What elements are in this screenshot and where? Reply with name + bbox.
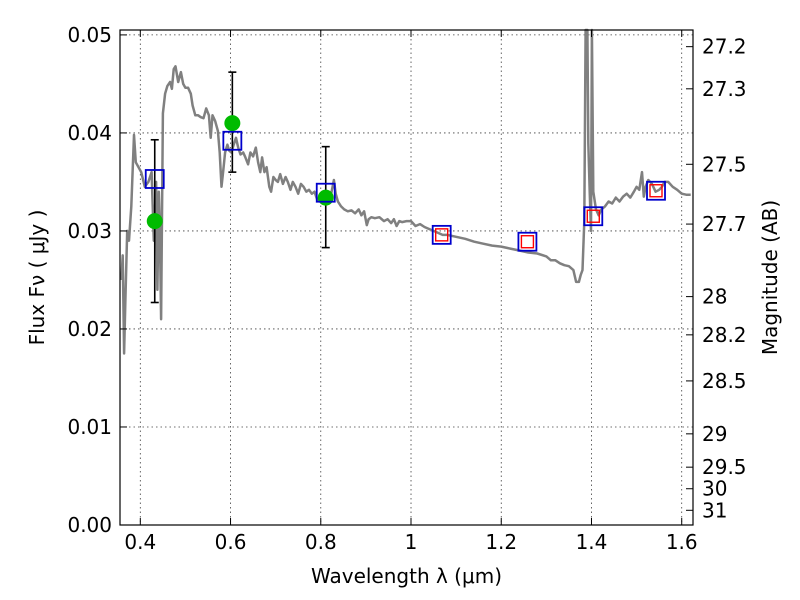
y-tick-label: 0.01 bbox=[67, 415, 112, 439]
model-band-square bbox=[315, 182, 336, 203]
model-band-square bbox=[646, 180, 666, 201]
right-tick-label: 27.2 bbox=[702, 35, 747, 59]
x-tick-label: 1.4 bbox=[576, 530, 608, 554]
y-tick-label: 0.02 bbox=[67, 317, 112, 341]
observed-square bbox=[649, 184, 663, 198]
right-tick-label: 27.5 bbox=[702, 152, 747, 176]
grid-lines bbox=[120, 30, 693, 526]
model-spectrum-line bbox=[120, 28, 691, 355]
x-axis-label: Wavelength λ (μm) bbox=[311, 564, 502, 588]
observed-square bbox=[586, 209, 600, 223]
observed-point bbox=[224, 115, 241, 132]
right-tick-label: 29 bbox=[702, 422, 727, 446]
model-band-square bbox=[583, 206, 604, 227]
y-tick-label: 0.03 bbox=[67, 219, 112, 243]
y-axis-label: Flux Fν ( μJy ) bbox=[25, 210, 49, 346]
y-tick-label: 0.05 bbox=[67, 23, 112, 47]
right-tick-label: 31 bbox=[702, 498, 727, 522]
right-tick-label: 28 bbox=[702, 285, 727, 309]
model-band-square bbox=[431, 224, 452, 245]
right-tick-label: 30 bbox=[702, 477, 727, 501]
right-tick-label: 28.5 bbox=[702, 369, 747, 393]
right-tick-label: 28.2 bbox=[702, 323, 747, 347]
model-band-square bbox=[144, 169, 165, 189]
x-tick-label: 0.8 bbox=[305, 530, 337, 554]
band-squares-series bbox=[144, 130, 666, 252]
x-tick-label: 1 bbox=[405, 530, 418, 554]
x-tick-label: 1.6 bbox=[666, 530, 698, 554]
model-band-square bbox=[222, 130, 243, 151]
right-tick-label: 27.3 bbox=[702, 77, 747, 101]
y-tick-label: 0.00 bbox=[67, 513, 112, 537]
observed-point bbox=[317, 189, 334, 206]
observed-square bbox=[520, 235, 535, 249]
right-tick-label: 29.5 bbox=[702, 455, 747, 479]
x-tick-label: 1.2 bbox=[485, 530, 517, 554]
axis-ticks bbox=[120, 30, 693, 526]
y-tick-label: 0.04 bbox=[67, 121, 112, 145]
plot-frame bbox=[119, 29, 694, 526]
model-spectrum-series bbox=[120, 28, 691, 355]
right-tick-label: 27.7 bbox=[702, 212, 747, 236]
model-band-square bbox=[517, 231, 538, 252]
tick-labels: 0.4 0.6 0.8 1 1.2 1.4 1.6 0.00 0.01 0.02 0.03 0.04 0… bbox=[67, 23, 746, 554]
observed-square bbox=[434, 228, 449, 242]
x-tick-label: 0.4 bbox=[124, 530, 156, 554]
x-tick-label: 0.6 bbox=[215, 530, 247, 554]
y-axis-right-label: Magnitude (AB) bbox=[758, 200, 782, 355]
observed-point bbox=[146, 213, 163, 230]
